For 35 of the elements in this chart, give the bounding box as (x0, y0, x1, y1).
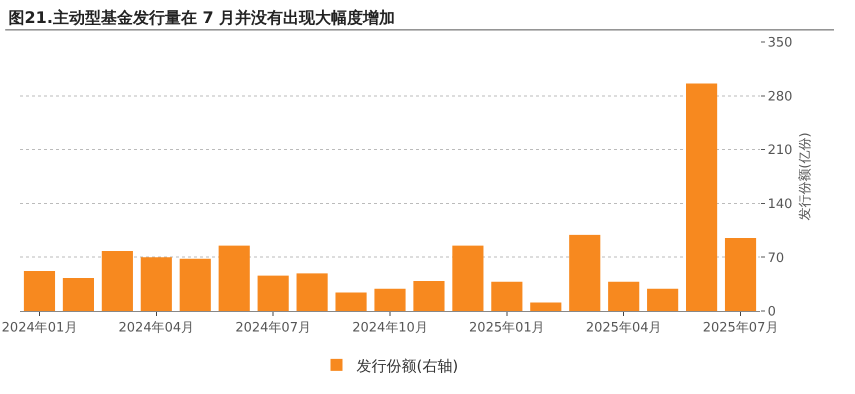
y2-tick-label: 350 (768, 36, 792, 51)
bar (62, 278, 94, 311)
bar (724, 238, 756, 311)
bar (569, 234, 600, 311)
bar (413, 281, 445, 311)
y2-tick-label: 70 (768, 250, 784, 266)
y2-tick-label: 280 (768, 89, 792, 104)
bar (530, 302, 562, 311)
bar (296, 273, 328, 311)
x-tick-label: 2025年07月 (702, 320, 778, 336)
x-tick-label: 2024年01月 (2, 320, 78, 336)
chart-title: 图21.主动型基金发行量在 7 月并没有出现大幅度增加 (8, 8, 396, 28)
bar (140, 257, 172, 311)
bar (258, 276, 289, 311)
bar (374, 288, 406, 311)
bar (686, 84, 718, 311)
bar (335, 292, 367, 311)
y2-axis-title: 发行份额(亿份) (798, 132, 814, 221)
y2-tick-label: 0 (768, 304, 776, 320)
bar (180, 258, 211, 311)
y2-tick-label: 140 (768, 196, 792, 212)
bar (102, 251, 133, 311)
bar (218, 246, 250, 311)
bar (24, 271, 56, 311)
bar (647, 288, 678, 311)
x-tick-label: 2025年01月 (469, 320, 545, 336)
bar (608, 282, 640, 311)
bar (452, 246, 484, 311)
x-tick-label: 2024年10月 (352, 320, 428, 336)
x-tick-label: 2025年04月 (586, 320, 662, 336)
y2-tick-label: 210 (768, 143, 792, 158)
x-tick-label: 2024年04月 (118, 320, 194, 336)
bar (491, 282, 522, 311)
x-tick-label: 2024年07月 (235, 320, 311, 336)
legend-label: 发行份额(右轴) (356, 356, 458, 375)
